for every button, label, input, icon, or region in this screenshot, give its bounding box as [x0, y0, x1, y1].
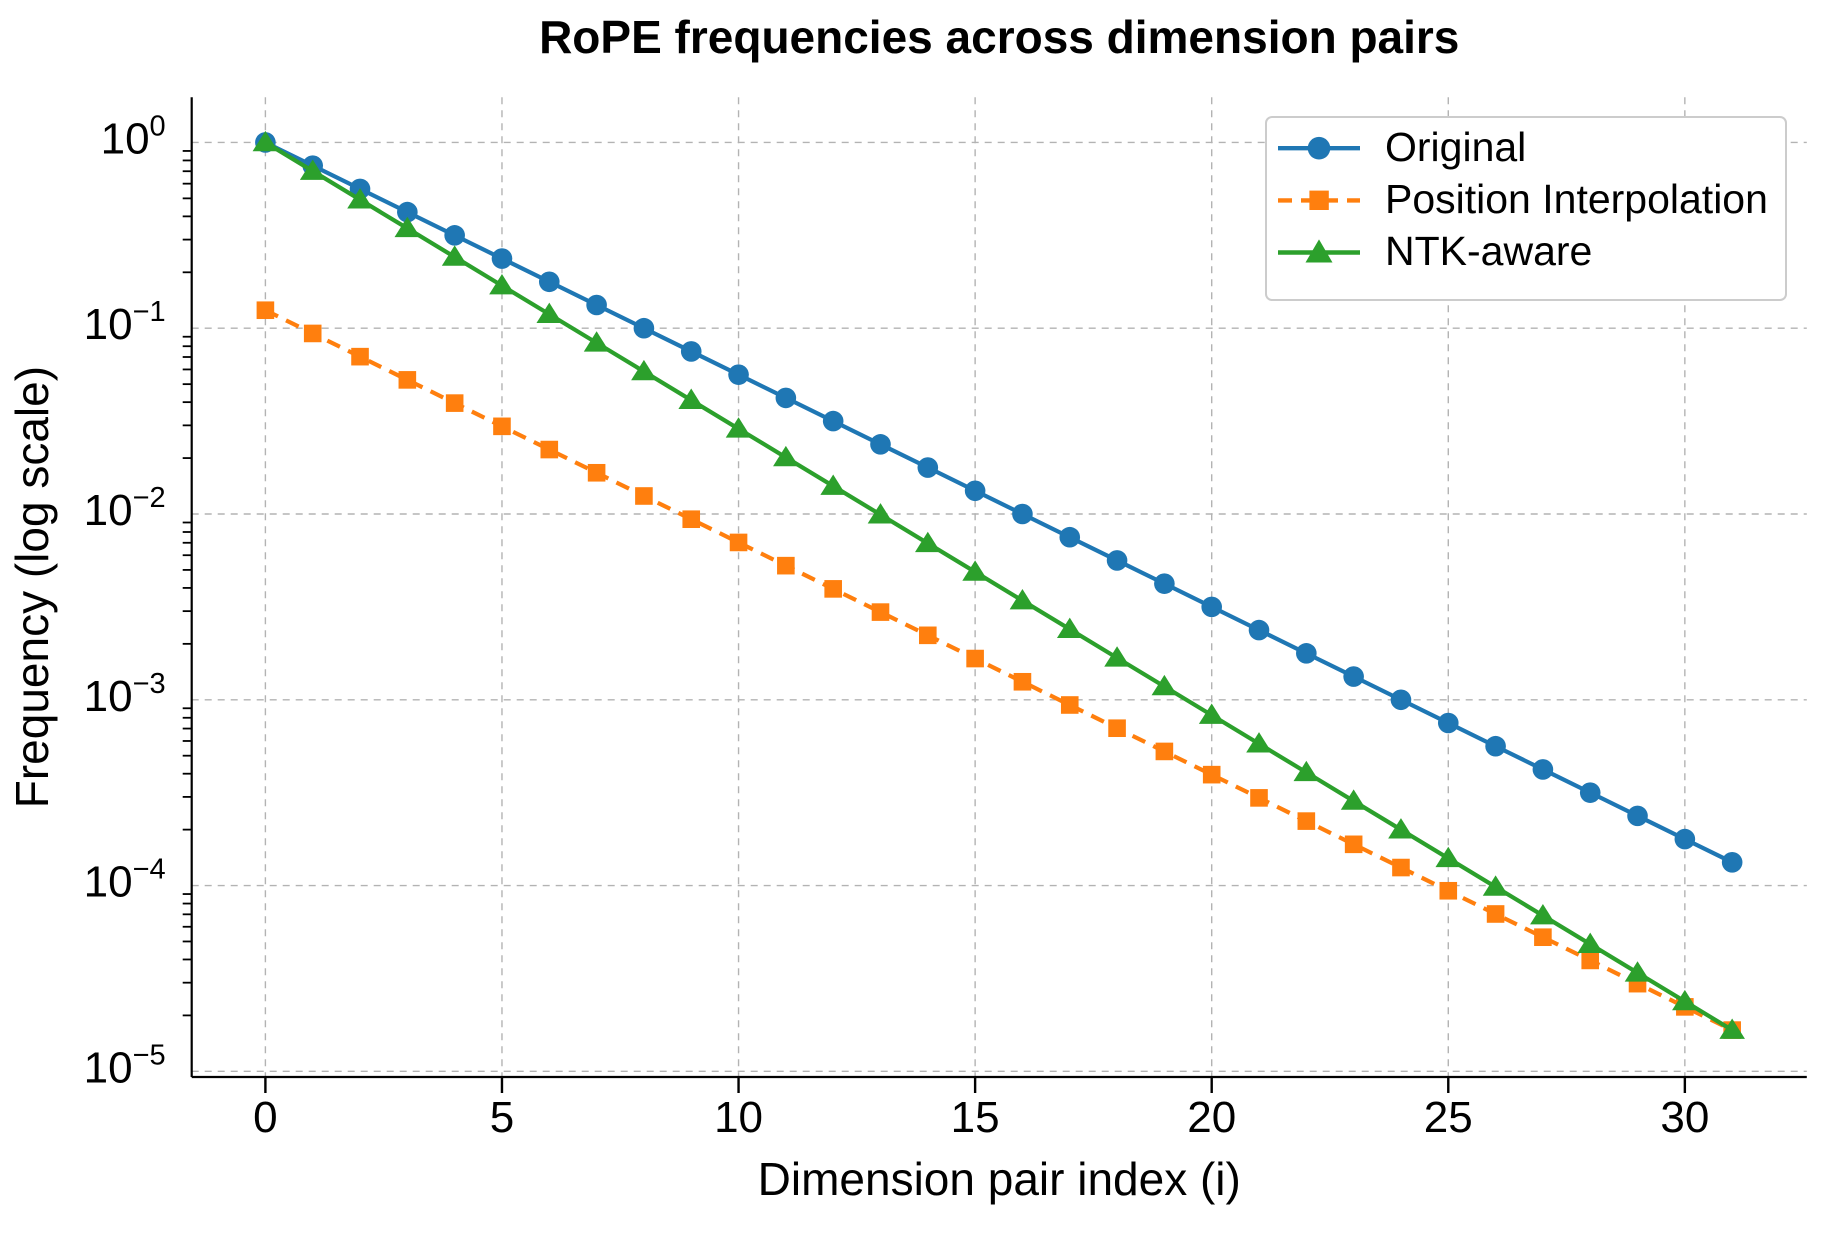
- svg-text:Position Interpolation: Position Interpolation: [1385, 176, 1768, 222]
- svg-text:5: 5: [490, 1093, 514, 1142]
- svg-text:Dimension pair index (i): Dimension pair index (i): [758, 1153, 1241, 1205]
- svg-text:25: 25: [1424, 1093, 1473, 1142]
- svg-text:Frequency (log scale): Frequency (log scale): [6, 366, 58, 808]
- svg-text:10: 10: [714, 1093, 763, 1142]
- svg-text:0: 0: [253, 1093, 277, 1142]
- svg-text:20: 20: [1187, 1093, 1236, 1142]
- svg-text:Original: Original: [1385, 124, 1526, 170]
- svg-text:NTK-aware: NTK-aware: [1385, 228, 1592, 274]
- svg-text:15: 15: [951, 1093, 1000, 1142]
- svg-text:30: 30: [1660, 1093, 1709, 1142]
- svg-text:RoPE frequencies across dimens: RoPE frequencies across dimension pairs: [539, 11, 1459, 63]
